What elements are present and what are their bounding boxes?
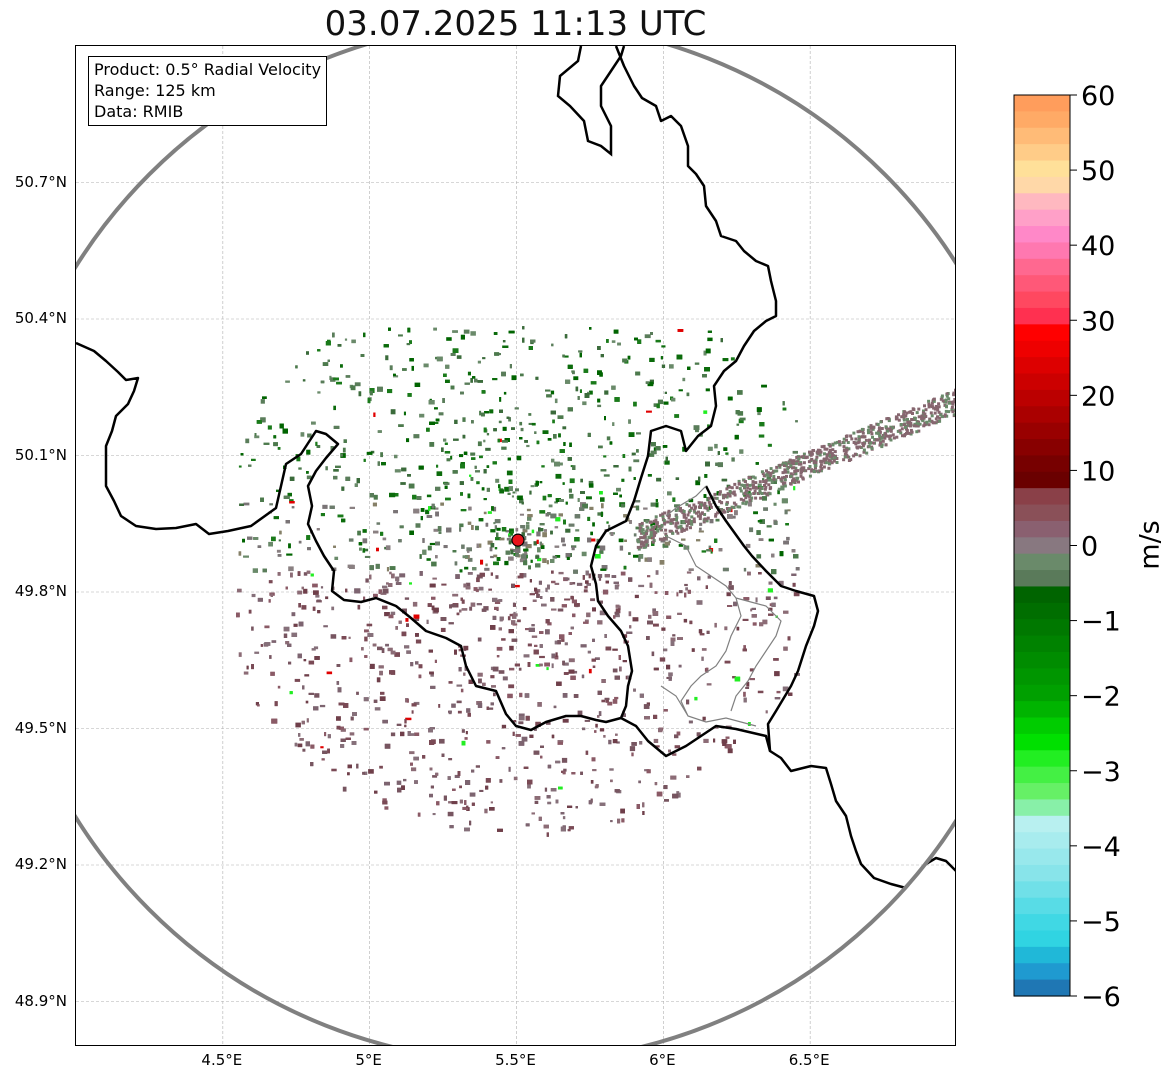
colorbar-band [1014, 422, 1070, 440]
colorbar-band [1014, 357, 1070, 375]
colorbar-band [1014, 897, 1070, 915]
colorbar-band [1014, 209, 1070, 227]
colorbar-band [1014, 537, 1070, 555]
luxembourg-district-borders [660, 485, 782, 727]
colorbar-tick-label: −40 [1081, 832, 1120, 863]
colorbar-band [1014, 930, 1070, 948]
lon-tick-label: 5.5°E [495, 1051, 536, 1069]
colorbar-band [1014, 160, 1070, 178]
lat-tick-label: 50.7°N [14, 172, 67, 191]
colorbar-band [1014, 864, 1070, 882]
lon-tick-label: 6°E [649, 1051, 676, 1069]
lat-tick-label: 49.2°N [14, 855, 67, 873]
colorbar-band [1014, 144, 1070, 162]
colorbar-band [1014, 373, 1070, 391]
colorbar-band [1014, 275, 1070, 293]
colorbar-band [1014, 242, 1070, 260]
colorbar-band [1014, 750, 1070, 768]
lat-tick-label: 48.9°N [14, 991, 67, 1010]
country-borders [76, 46, 955, 890]
colorbar-band [1014, 635, 1070, 653]
colorbar-band [1014, 226, 1070, 244]
lat-tick-label: 49.5°N [14, 718, 67, 737]
colorbar-band [1014, 307, 1070, 325]
colorbar-band [1014, 455, 1070, 473]
colorbar-tick-label: −30 [1081, 757, 1120, 788]
radar-site-marker [511, 533, 525, 547]
colorbar-tick-label: 10 [1081, 456, 1115, 487]
velocity-colorbar: 60 50 40 30 20 10 0 −10 −20 −30 −40 −50 −60 [1013, 81, 1120, 1010]
colorbar-band [1014, 95, 1070, 112]
colorbar-band [1014, 258, 1070, 276]
colorbar-tick-label: 60 [1081, 81, 1115, 112]
colorbar-band [1014, 979, 1070, 997]
colorbar-band [1014, 586, 1070, 604]
colorbar-band [1014, 193, 1070, 211]
colorbar-tick-label: −60 [1081, 982, 1120, 1010]
colorbar-band [1014, 815, 1070, 833]
colorbar-band [1014, 127, 1070, 145]
lon-tick-label: 6.5°E [788, 1051, 830, 1069]
colorbar-ticks: 60 50 40 30 20 10 0 −10 −20 −30 −40 −50 −60 [1070, 81, 1120, 1010]
colorbar-band [1014, 963, 1070, 981]
radar-map-canvas [76, 46, 955, 1045]
lon-tick-label: 4.5°E [201, 1051, 243, 1069]
lat-tick-label: 50.1°N [14, 445, 67, 464]
colorbar-band [1014, 733, 1070, 751]
colorbar-band [1014, 340, 1070, 358]
colorbar-tick-label: 30 [1081, 306, 1115, 337]
colorbar-band [1014, 766, 1070, 784]
colorbar-band [1014, 717, 1070, 735]
border-line [556, 46, 626, 157]
colorbar-band [1014, 488, 1070, 506]
colorbar-band [1014, 848, 1070, 866]
colorbar-band [1014, 799, 1070, 817]
border-line [76, 46, 778, 732]
colorbar-band [1014, 832, 1070, 850]
lon-tick-label: 5°E [355, 1051, 382, 1069]
product-info-box: Product: 0.5° Radial Velocity Range: 125… [88, 56, 328, 126]
border-line [704, 485, 955, 890]
colorbar-band [1014, 406, 1070, 424]
info-range: Range: 125 km [94, 81, 216, 100]
colorbar-tick-label: −50 [1081, 907, 1120, 938]
colorbar-band [1014, 111, 1070, 129]
colorbar-band [1014, 602, 1070, 620]
colorbar-tick-label: 20 [1081, 381, 1115, 412]
info-product: Product: 0.5° Radial Velocity [94, 60, 322, 79]
lat-tick-label: 49.8°N [14, 582, 67, 600]
colorbar-bands [1014, 95, 1070, 997]
info-data-source: Data: RMIB [94, 102, 184, 121]
colorbar-band [1014, 881, 1070, 899]
colorbar-unit-label: m/s [1134, 520, 1166, 570]
colorbar-tick-label: 50 [1081, 156, 1115, 187]
colorbar-band [1014, 946, 1070, 964]
colorbar-band [1014, 389, 1070, 407]
colorbar-band [1014, 914, 1070, 932]
colorbar-band [1014, 668, 1070, 686]
colorbar-tick-label: 40 [1081, 231, 1115, 262]
colorbar-band [1014, 783, 1070, 801]
colorbar-band [1014, 291, 1070, 309]
colorbar-band [1014, 651, 1070, 669]
border-line [620, 716, 772, 758]
colorbar-band [1014, 553, 1070, 571]
lat-tick-label: 50.4°N [14, 309, 67, 327]
colorbar-band [1014, 684, 1070, 702]
map-title: 03.07.2025 11:13 UTC [324, 4, 707, 44]
colorbar-band [1014, 701, 1070, 719]
colorbar-band [1014, 176, 1070, 194]
colorbar-band [1014, 439, 1070, 456]
radar-map [75, 45, 956, 1046]
colorbar-band [1014, 570, 1070, 588]
colorbar-tick-label: −20 [1081, 682, 1120, 713]
colorbar-tick-label: −10 [1081, 607, 1120, 638]
colorbar-tick-label: 0 [1081, 532, 1098, 563]
colorbar-band [1014, 471, 1070, 489]
velocity-echoes [236, 326, 955, 837]
colorbar-band [1014, 619, 1070, 637]
colorbar-band [1014, 520, 1070, 538]
colorbar-band [1014, 504, 1070, 522]
colorbar-band [1014, 324, 1070, 342]
